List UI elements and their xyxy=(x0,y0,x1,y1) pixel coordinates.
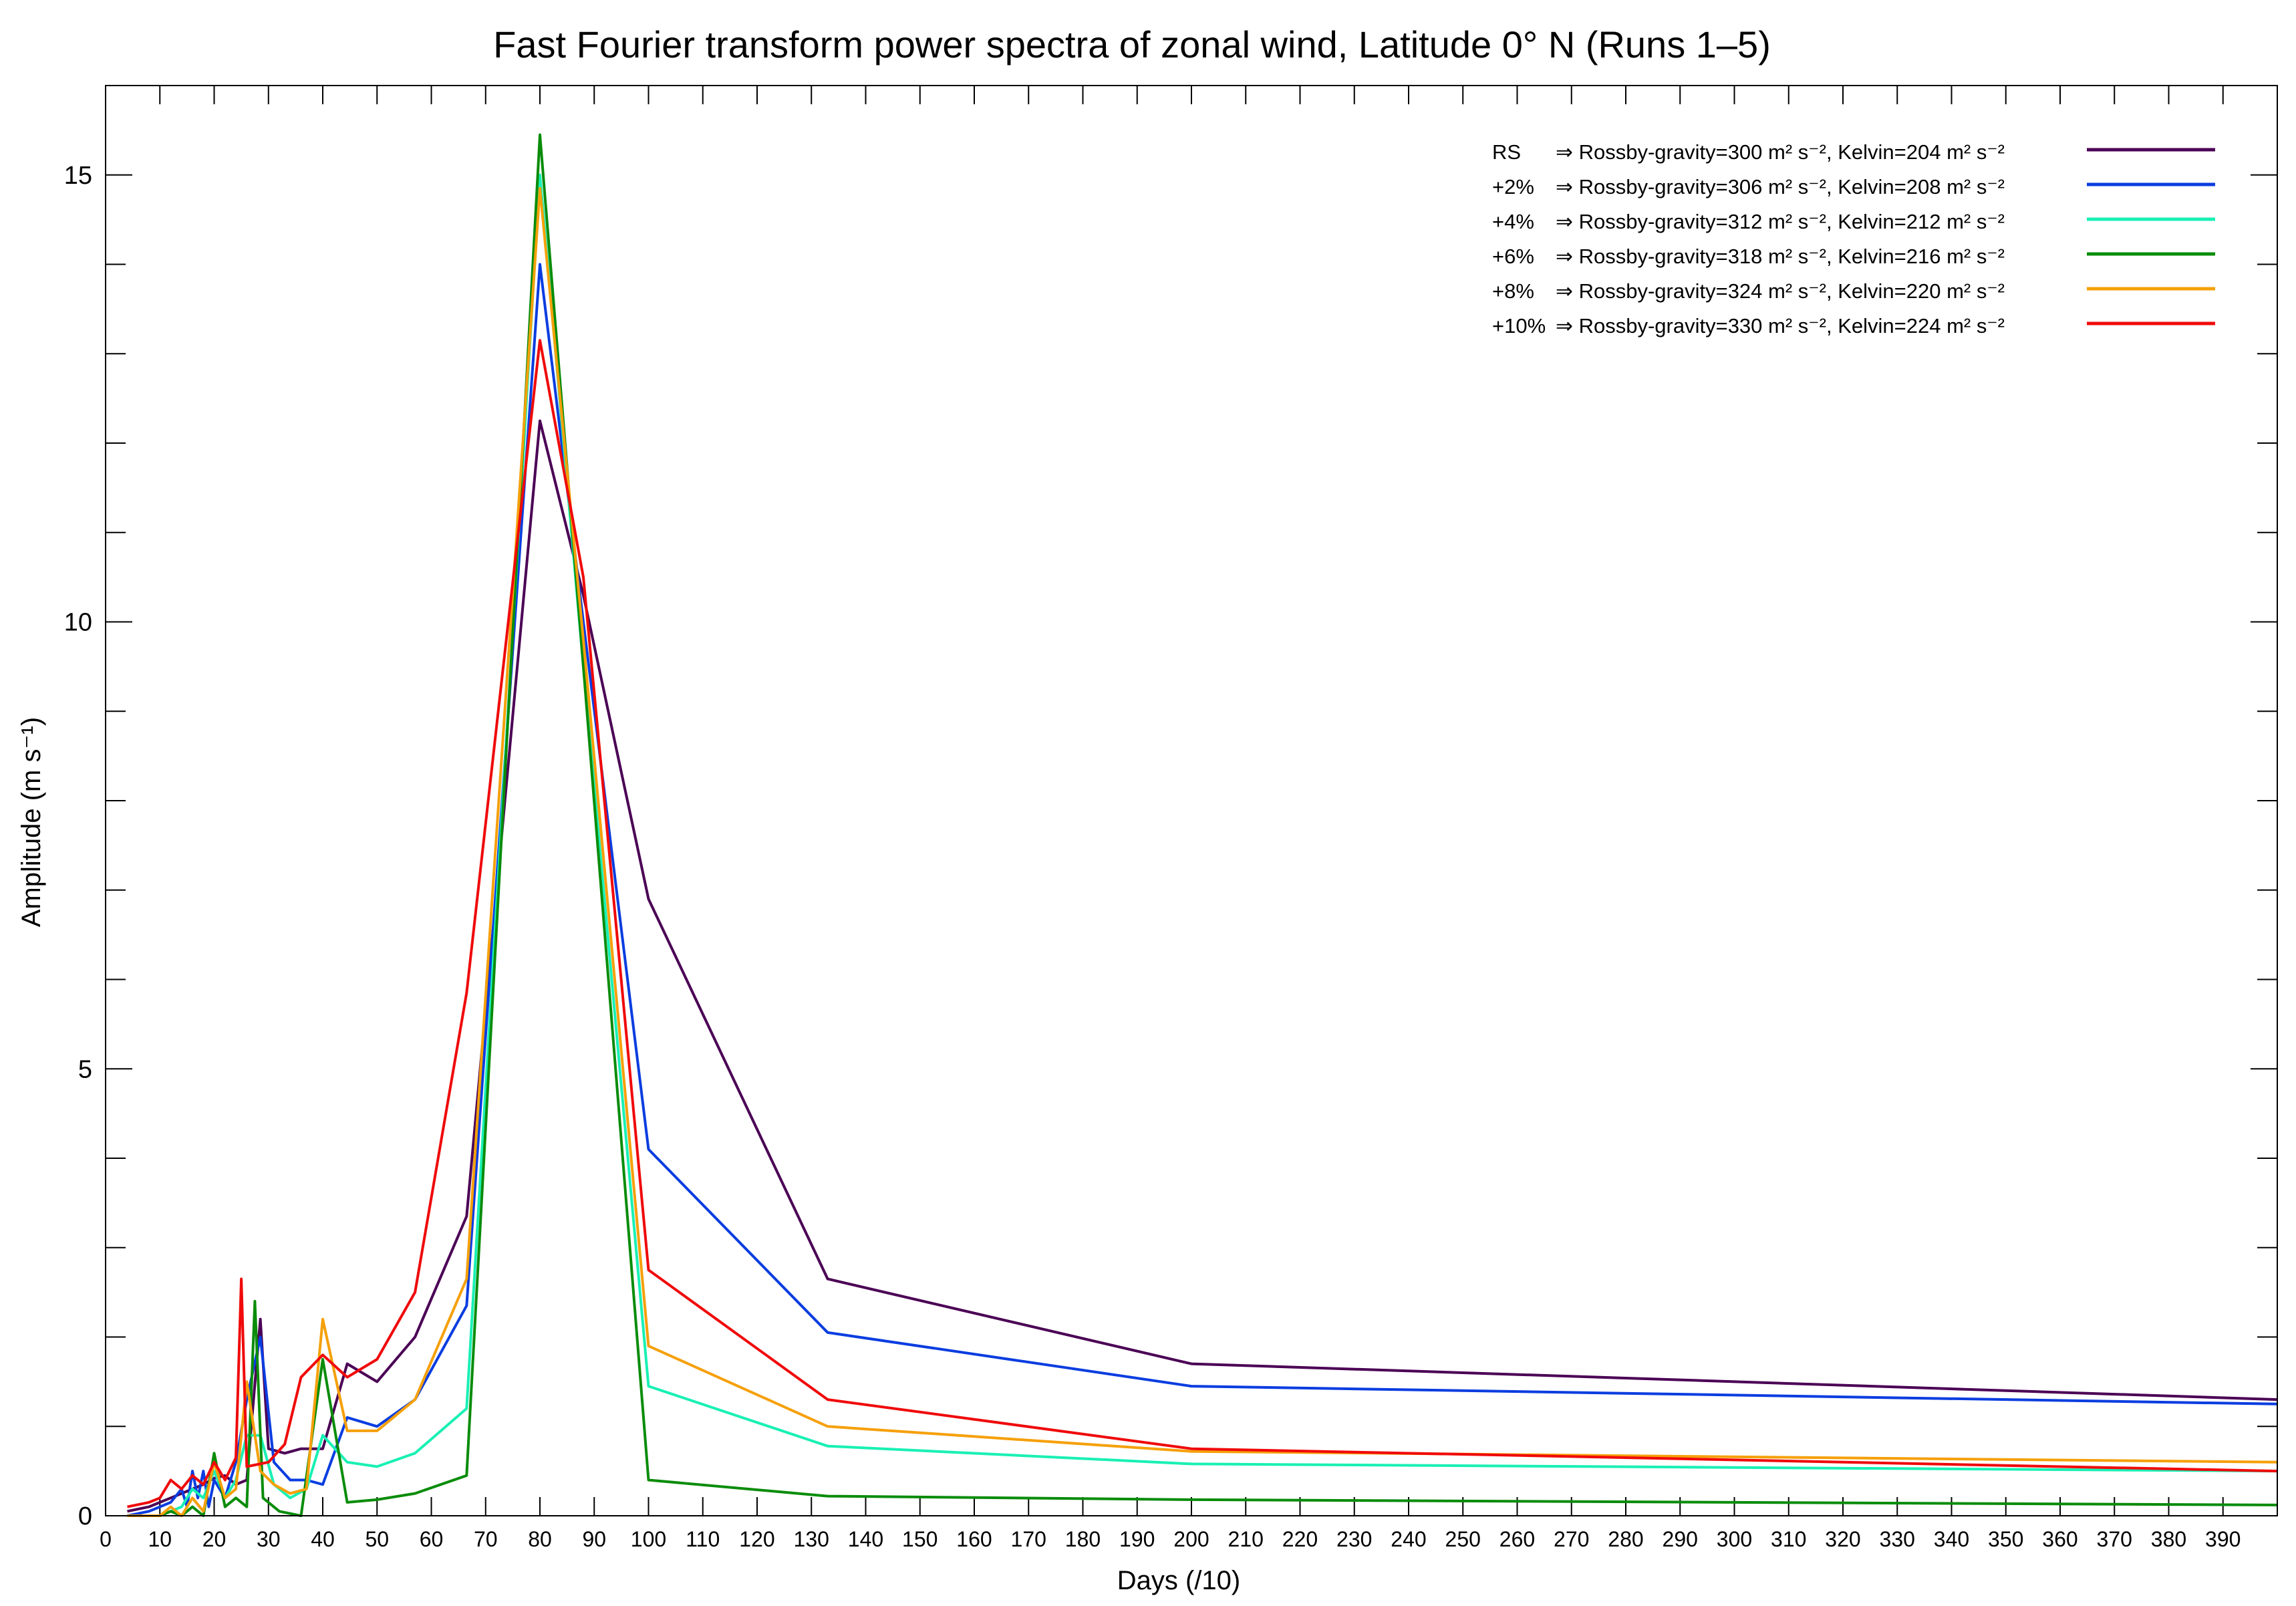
x-tick-label: 50 xyxy=(365,1527,389,1551)
series-line xyxy=(127,186,2278,1517)
series-line xyxy=(127,173,2278,1517)
legend-label: +2% xyxy=(1492,175,1534,198)
x-tick-label: 300 xyxy=(1717,1527,1752,1551)
x-tick-label: 40 xyxy=(311,1527,335,1551)
series-line xyxy=(127,419,2278,1513)
x-tick-label: 70 xyxy=(474,1527,498,1551)
legend-label: +4% xyxy=(1492,210,1534,233)
x-tick-label: 200 xyxy=(1173,1527,1209,1551)
legend-label: +10% xyxy=(1492,314,1546,338)
plot-frame xyxy=(105,85,2278,1516)
x-tick-label: 280 xyxy=(1608,1527,1643,1551)
x-tick-label: 140 xyxy=(848,1527,883,1551)
x-tick-label: 10 xyxy=(148,1527,172,1551)
x-tick-label: 100 xyxy=(631,1527,666,1551)
legend-entry-text: ⇒ Rossby-gravity=300 m² s⁻², Kelvin=204 … xyxy=(1556,140,2005,164)
y-tick-labels: 0 5 10 15 xyxy=(64,162,92,1530)
x-tick-label: 0 xyxy=(100,1527,112,1551)
x-tick-label: 310 xyxy=(1771,1527,1806,1551)
x-tick-label: 20 xyxy=(202,1527,227,1551)
legend-label: RS xyxy=(1492,140,1521,164)
x-tick-label: 220 xyxy=(1282,1527,1318,1551)
x-tick-label: 30 xyxy=(257,1527,281,1551)
x-tick-label: 330 xyxy=(1880,1527,1915,1551)
legend-entry-text: ⇒ Rossby-gravity=330 m² s⁻², Kelvin=224 … xyxy=(1556,314,2005,338)
x-tick-label: 380 xyxy=(2151,1527,2186,1551)
x-tick-label: 80 xyxy=(528,1527,552,1551)
x-tick-label: 120 xyxy=(739,1527,774,1551)
series-lines xyxy=(127,133,2278,1517)
x-tick-label: 250 xyxy=(1445,1527,1481,1551)
x-tick-label: 110 xyxy=(686,1527,720,1551)
y-tick-label: 15 xyxy=(64,162,92,190)
x-tick-label: 320 xyxy=(1825,1527,1860,1551)
x-tick-label: 360 xyxy=(2042,1527,2077,1551)
x-axis-label: Days (/10) xyxy=(1117,1566,1241,1595)
x-tick-label: 260 xyxy=(1499,1527,1535,1551)
x-tick-label: 390 xyxy=(2205,1527,2241,1551)
x-tick-label: 290 xyxy=(1663,1527,1698,1551)
x-tick-label: 150 xyxy=(902,1527,938,1551)
y-tick-label: 5 xyxy=(78,1055,92,1083)
x-tick-label: 170 xyxy=(1011,1527,1046,1551)
legend-entry-text: ⇒ Rossby-gravity=324 m² s⁻², Kelvin=220 … xyxy=(1556,279,2005,303)
x-tick-label: 160 xyxy=(956,1527,992,1551)
x-tick-labels: 0 10 20 30 40 50 60 70 80 90 100 110 120 130 140 150 160… xyxy=(100,1527,2241,1551)
legend-entry-text: ⇒ Rossby-gravity=318 m² s⁻², Kelvin=216 … xyxy=(1556,245,2005,268)
legend-label: +6% xyxy=(1492,245,1534,268)
legend-entry-text: ⇒ Rossby-gravity=306 m² s⁻², Kelvin=208 … xyxy=(1556,175,2005,198)
x-tick-label: 130 xyxy=(794,1527,829,1551)
x-tick-label: 180 xyxy=(1065,1527,1101,1551)
series-line xyxy=(127,263,2278,1517)
legend-entry-text: ⇒ Rossby-gravity=312 m² s⁻², Kelvin=212 … xyxy=(1556,210,2005,233)
x-tick-label: 270 xyxy=(1554,1527,1589,1551)
y-axis-label: Amplitude (m s⁻¹) xyxy=(17,717,46,928)
x-tick-label: 240 xyxy=(1391,1527,1426,1551)
series-line xyxy=(127,133,2278,1517)
series-line xyxy=(127,339,2278,1508)
legend: RS ⇒ Rossby-gravity=300 m² s⁻², Kelvin=20… xyxy=(1492,140,2215,338)
x-tick-label: 370 xyxy=(2097,1527,2132,1551)
x-tick-label: 190 xyxy=(1119,1527,1155,1551)
y-tick-label: 0 xyxy=(78,1502,92,1530)
x-tick-label: 90 xyxy=(582,1527,606,1551)
chart-title: Fast Fourier transform power spectra of … xyxy=(493,23,1771,65)
legend-label: +8% xyxy=(1492,279,1534,303)
x-tick-label: 340 xyxy=(1934,1527,1969,1551)
x-tick-label: 230 xyxy=(1336,1527,1372,1551)
x-tick-label: 350 xyxy=(1988,1527,2023,1551)
x-tick-label: 60 xyxy=(420,1527,444,1551)
x-tick-label: 210 xyxy=(1228,1527,1264,1551)
y-tick-label: 10 xyxy=(64,609,92,637)
